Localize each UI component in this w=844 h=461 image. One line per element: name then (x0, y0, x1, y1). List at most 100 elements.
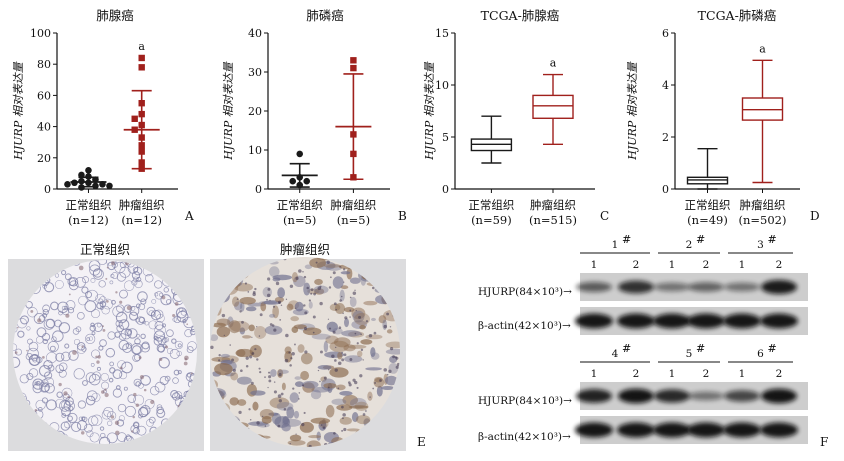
cell-nucleus (279, 319, 282, 321)
cell-nucleus (333, 431, 336, 435)
alveolar-wall (76, 341, 86, 351)
tumor-tissue-cluster (272, 274, 293, 281)
cell-nucleus (347, 381, 351, 384)
cell-nucleus (244, 282, 248, 285)
alveolar-wall (153, 330, 166, 342)
cell-nucleus (63, 391, 68, 396)
alveolar-wall (99, 339, 107, 347)
cell-nucleus (335, 308, 337, 311)
alveolar-wall (151, 299, 157, 304)
cell-nucleus (388, 369, 392, 374)
tumor-tissue-cluster (239, 296, 256, 305)
cell-nucleus (301, 422, 305, 427)
cell-nucleus (115, 291, 118, 294)
alveolar-wall (158, 357, 170, 369)
cell-nucleus (312, 315, 316, 319)
tumor-tissue-cluster (339, 416, 352, 425)
data-point-normal (85, 166, 92, 174)
cell-nucleus (343, 281, 345, 283)
cell-nucleus (373, 331, 377, 335)
hjurp-band (724, 282, 760, 292)
alveolar-wall (125, 434, 131, 440)
tumor-tissue-cluster (359, 324, 366, 330)
cell-nucleus (298, 398, 300, 400)
cell-nucleus (349, 296, 352, 299)
alveolar-wall (71, 421, 82, 433)
data-point-tumor (138, 54, 145, 62)
alveolar-wall (174, 391, 183, 400)
tumor-tissue-cluster (277, 369, 289, 374)
alveolar-wall (89, 432, 100, 443)
hjurp-band (576, 281, 612, 293)
significance-mark: a (759, 42, 766, 55)
cell-nucleus (386, 312, 390, 316)
alveolar-wall (45, 318, 56, 329)
actin-band (653, 313, 691, 329)
cell-nucleus (360, 348, 364, 352)
lane-label: 1 (739, 259, 746, 271)
alveolar-wall (159, 292, 164, 297)
data-point-normal (303, 177, 311, 185)
panel-a-title: 肺腺癌 (96, 8, 134, 23)
alveolar-wall (90, 278, 96, 283)
tumor-tissue-cluster (216, 318, 231, 326)
data-point-tumor (138, 165, 145, 172)
tumor-tissue-cluster (334, 337, 351, 348)
alveolar-wall (142, 320, 146, 325)
tumor-tissue-cluster (289, 392, 299, 403)
tumor-tissue-cluster (351, 307, 366, 320)
alveolar-wall (141, 341, 150, 350)
cell-nucleus (72, 350, 77, 355)
tumor-tissue-cluster (235, 348, 254, 358)
tumor-tissue-cluster (220, 353, 230, 358)
cell-nucleus (258, 367, 261, 370)
cell-nucleus (102, 325, 104, 328)
hjurp-band (654, 389, 690, 403)
cell-nucleus (304, 311, 308, 315)
alveolar-wall (101, 410, 112, 420)
alveolar-wall (35, 399, 46, 410)
cell-nucleus (273, 381, 276, 383)
alveolar-wall (82, 380, 88, 386)
alveolar-wall (91, 392, 101, 402)
tumor-tissue-cluster (353, 312, 370, 326)
cell-nucleus (241, 320, 244, 324)
cell-nucleus (341, 417, 344, 420)
tumor-tissue-cluster (332, 276, 344, 289)
cell-nucleus (322, 426, 326, 430)
alveolar-wall (108, 377, 114, 383)
cell-nucleus (344, 316, 348, 320)
tumor-tissue-cluster (323, 340, 329, 353)
cell-nucleus (331, 354, 335, 359)
alveolar-wall (54, 280, 64, 289)
alveolar-wall (49, 345, 56, 352)
tumor-tissue-cluster (340, 271, 351, 275)
alveolar-wall (44, 371, 53, 380)
cell-nucleus (248, 408, 251, 411)
cell-nucleus (115, 430, 120, 436)
alveolar-wall (57, 301, 69, 314)
y-tick-label: 0 (442, 183, 449, 196)
cell-nucleus (81, 431, 85, 435)
cell-nucleus (288, 351, 291, 354)
actin-band (575, 422, 613, 438)
cell-nucleus (298, 269, 302, 273)
panel-d-ylabel: HJURP 相对表达量 (626, 61, 639, 160)
alveolar-wall (123, 280, 135, 291)
tumor-tissue-cluster (300, 352, 313, 365)
data-point-tumor (138, 121, 145, 129)
cell-nucleus (291, 352, 295, 356)
cell-nucleus (161, 295, 166, 300)
tumor-tissue-cluster (303, 282, 311, 296)
alveolar-wall (47, 364, 55, 372)
tumor-tissue-cluster (329, 367, 349, 378)
tumor-tissue-cluster (339, 289, 345, 302)
tumor-tissue-cluster (269, 397, 290, 409)
cell-nucleus (264, 376, 266, 378)
cell-nucleus (267, 386, 269, 389)
alveolar-wall (88, 373, 101, 386)
data-point-normal (296, 174, 304, 181)
panel-c-letter: C (600, 209, 609, 223)
cell-nucleus (289, 284, 294, 289)
